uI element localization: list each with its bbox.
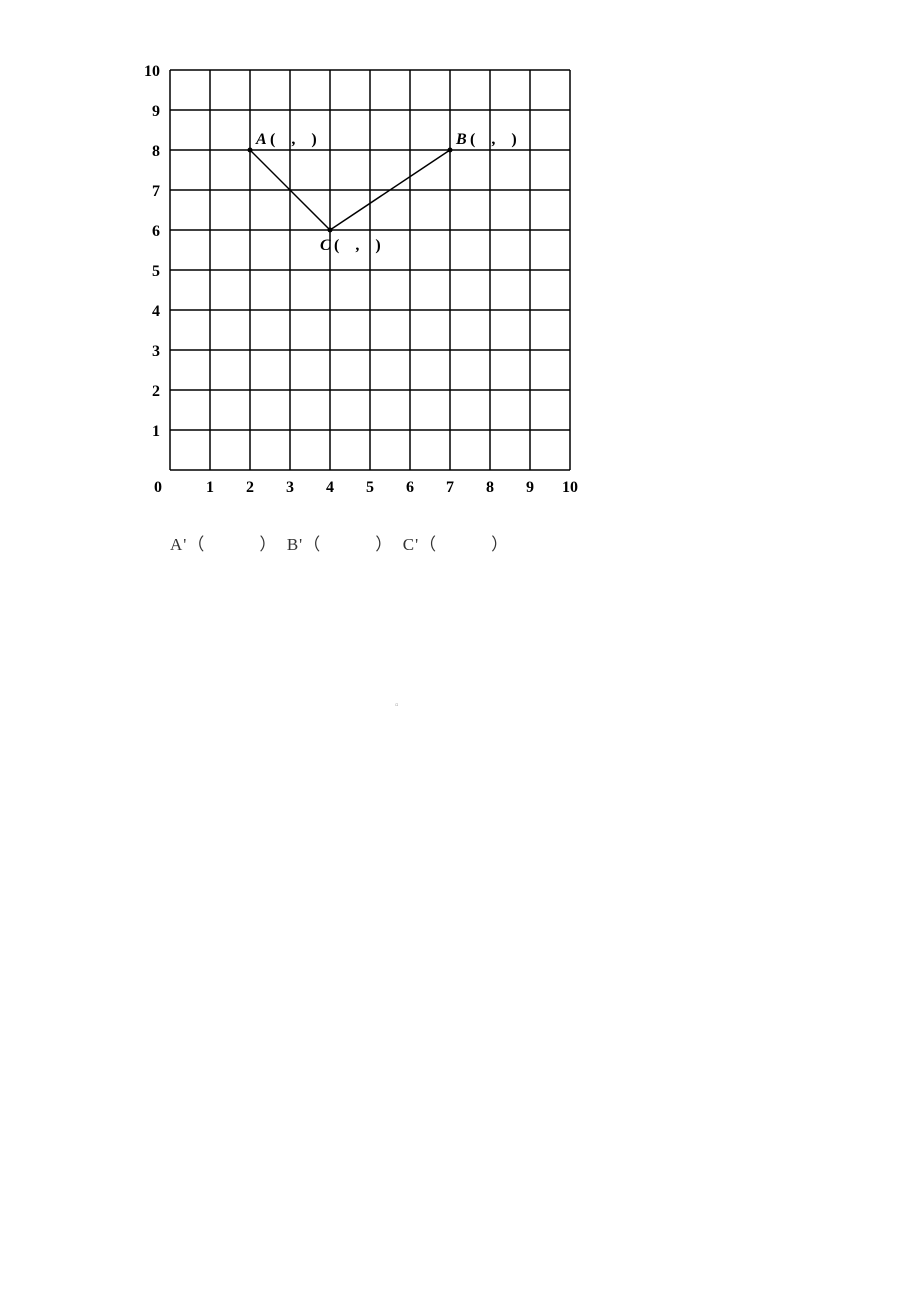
- y-tick-label: 4: [152, 303, 160, 320]
- footer-dot: ▫: [395, 700, 399, 711]
- point-C: [328, 228, 333, 233]
- y-tick-label: 1: [152, 423, 160, 440]
- grid-svg: 12345678910123456789100A( , )B( , )C( , …: [110, 50, 630, 510]
- point-coord-B: ( , ): [470, 131, 517, 148]
- x-tick-label: 5: [366, 479, 374, 496]
- point-coord-C: ( , ): [334, 237, 381, 254]
- point-label-A: A: [255, 131, 267, 148]
- grid-chart: 12345678910123456789100A( , )B( , )C( , …: [110, 50, 630, 510]
- x-tick-label: 8: [486, 479, 494, 496]
- x-tick-label: 4: [326, 479, 334, 496]
- y-tick-label: 5: [152, 263, 160, 280]
- y-tick-label: 2: [152, 383, 160, 400]
- x-tick-label: 1: [206, 479, 214, 496]
- x-tick-label: 9: [526, 479, 534, 496]
- y-tick-label: 7: [152, 183, 160, 200]
- point-label-C: C: [320, 237, 331, 254]
- x-tick-label: 2: [246, 479, 254, 496]
- point-A: [248, 148, 253, 153]
- y-tick-label: 8: [152, 143, 160, 160]
- y-tick-label: 9: [152, 103, 160, 120]
- y-tick-label: 10: [144, 63, 160, 80]
- point-coord-A: ( , ): [270, 131, 317, 148]
- origin-label: 0: [154, 479, 162, 496]
- y-tick-label: 3: [152, 343, 160, 360]
- x-tick-label: 10: [562, 479, 578, 496]
- answer-row: A'（ ） B'（ ） C'（ ）: [170, 530, 509, 555]
- point-label-B: B: [455, 131, 467, 148]
- x-tick-label: 3: [286, 479, 294, 496]
- x-tick-label: 7: [446, 479, 454, 496]
- x-tick-label: 6: [406, 479, 414, 496]
- point-B: [448, 148, 453, 153]
- y-tick-label: 6: [152, 223, 160, 240]
